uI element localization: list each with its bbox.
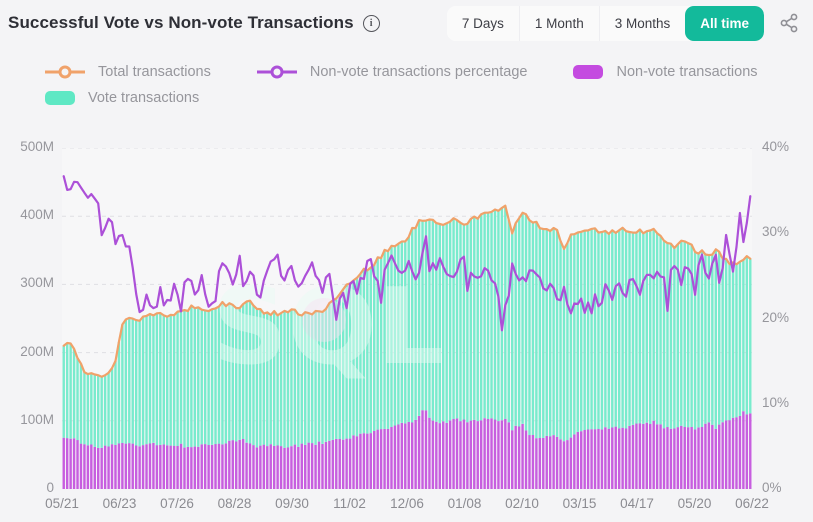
total-transactions-line: [62, 204, 752, 378]
title-wrap: Successful Vote vs Non-vote Transactions…: [8, 13, 380, 33]
y-left-tick: 0: [46, 480, 54, 495]
legend-item-vote-transactions[interactable]: Vote transactions: [45, 90, 199, 106]
non-vote-percentage-line: [62, 175, 752, 332]
y-right-tick: 40%: [762, 139, 790, 154]
range-button-7-days[interactable]: 7 Days: [446, 5, 519, 41]
x-tick: 08/28: [217, 496, 252, 511]
header-controls: 7 Days 1 Month 3 Months All time: [446, 5, 801, 41]
legend-label: Vote transactions: [88, 90, 200, 106]
y-left-tick: 300M: [20, 275, 54, 291]
legend-row-1: Total transactions Non-vote transactions …: [45, 64, 758, 80]
chart: 500M 400M 300M 200M 100M 0 40% 30% 20% 10% 0% SQL…: [0, 139, 813, 520]
legend-label: Non-vote transactions: [616, 64, 758, 80]
x-tick: 12/06: [390, 496, 424, 511]
svg-text:SQL: SQL: [212, 266, 444, 388]
time-range-group: 7 Days 1 Month 3 Months All time: [446, 5, 764, 41]
x-tick: 06/23: [102, 496, 137, 511]
x-tick: 06/22: [735, 496, 769, 511]
legend-marker-vote-transactions: [45, 91, 75, 105]
legend-marker-non-vote-transactions-percentage: [256, 65, 297, 79]
x-tick: 02/10: [505, 496, 539, 511]
non-vote-bars: [62, 410, 752, 489]
range-button-3-months[interactable]: 3 Months: [598, 5, 686, 41]
y-right-tick: 20%: [762, 309, 790, 325]
plot-svg[interactable]: SQL: [62, 148, 752, 489]
range-button-all-time[interactable]: All time: [685, 5, 764, 41]
watermark-logo: SQL: [212, 266, 444, 388]
share-icon[interactable]: [779, 12, 801, 34]
legend-marker-total-transactions: [45, 65, 85, 79]
x-tick: 05/20: [677, 496, 712, 511]
legend: Total transactions Non-vote transactions …: [45, 64, 758, 106]
legend-marker-non-vote-transactions: [573, 65, 604, 79]
y-left-tick: 400M: [20, 207, 54, 223]
legend-item-total-transactions[interactable]: Total transactions: [45, 64, 211, 80]
x-tick: 07/26: [160, 496, 194, 511]
header: Successful Vote vs Non-vote Transactions…: [0, 0, 813, 46]
legend-item-non-vote-transactions-percentage[interactable]: Non-vote transactions percentage: [256, 64, 528, 80]
x-tick: 09/30: [275, 496, 309, 511]
x-tick: 03/15: [562, 496, 597, 511]
x-tick: 01/08: [447, 496, 482, 511]
legend-label: Non-vote transactions percentage: [309, 64, 528, 80]
page-title: Successful Vote vs Non-vote Transactions: [8, 13, 354, 32]
legend-row-2: Vote transactions: [45, 90, 758, 106]
x-tick: 04/17: [620, 496, 654, 511]
info-icon[interactable]: i: [362, 14, 380, 32]
legend-item-non-vote-transactions[interactable]: Non-vote transactions: [573, 64, 758, 80]
y-right-tick: 30%: [762, 224, 790, 240]
vote-bars: [62, 205, 752, 448]
y-left-tick: 100M: [20, 411, 54, 427]
y-left-tick: 500M: [20, 139, 54, 154]
y-right-tick: 10%: [762, 394, 790, 410]
y-right-tick: 0%: [762, 480, 782, 495]
range-button-1-month[interactable]: 1 Month: [518, 5, 599, 41]
y-left-tick: 200M: [20, 343, 54, 359]
x-tick: 11/02: [333, 496, 366, 511]
legend-label: Total transactions: [98, 64, 211, 80]
x-tick: 05/21: [45, 496, 79, 511]
